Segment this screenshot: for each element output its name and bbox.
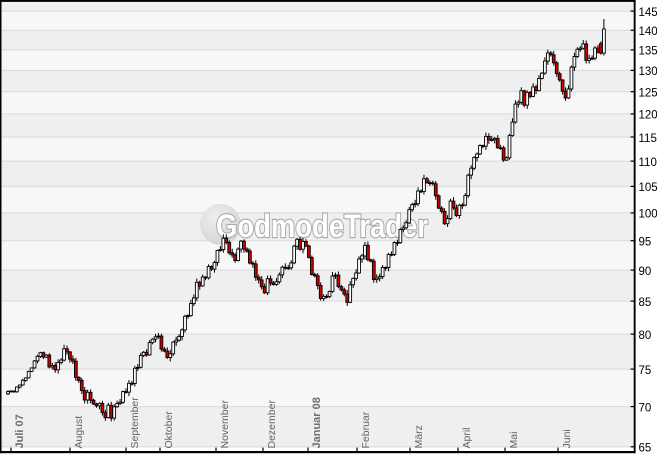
svg-text:135: 135 [639, 46, 657, 58]
svg-text:75: 75 [639, 365, 652, 377]
svg-text:August: August [73, 416, 85, 449]
svg-text:130: 130 [639, 66, 657, 78]
svg-text:65: 65 [639, 443, 652, 455]
svg-text:85: 85 [639, 297, 652, 309]
svg-text:Dezember: Dezember [266, 400, 278, 449]
svg-text:125: 125 [639, 88, 657, 100]
svg-text:110: 110 [639, 157, 657, 169]
svg-text:120: 120 [639, 110, 657, 122]
svg-text:95: 95 [639, 237, 652, 249]
svg-text:April: April [461, 427, 473, 448]
svg-text:März: März [413, 425, 425, 448]
svg-text:100: 100 [639, 209, 657, 221]
svg-text:80: 80 [639, 330, 652, 342]
svg-text:90: 90 [639, 266, 652, 278]
svg-text:November: November [219, 400, 231, 449]
svg-text:140: 140 [639, 26, 657, 38]
svg-text:70: 70 [639, 402, 652, 414]
svg-text:105: 105 [639, 182, 657, 194]
svg-text:Oktober: Oktober [163, 411, 175, 449]
svg-text:115: 115 [639, 133, 657, 145]
svg-text:Januar 08: Januar 08 [311, 397, 323, 448]
svg-text:Juni: Juni [561, 429, 573, 448]
svg-text:GodmodeTrader: GodmodeTrader [216, 208, 428, 244]
svg-text:Mai: Mai [508, 432, 520, 449]
svg-text:Februar: Februar [360, 411, 372, 448]
svg-text:145: 145 [639, 7, 657, 19]
svg-text:Juli 07: Juli 07 [14, 414, 26, 448]
svg-text:September: September [129, 397, 141, 449]
